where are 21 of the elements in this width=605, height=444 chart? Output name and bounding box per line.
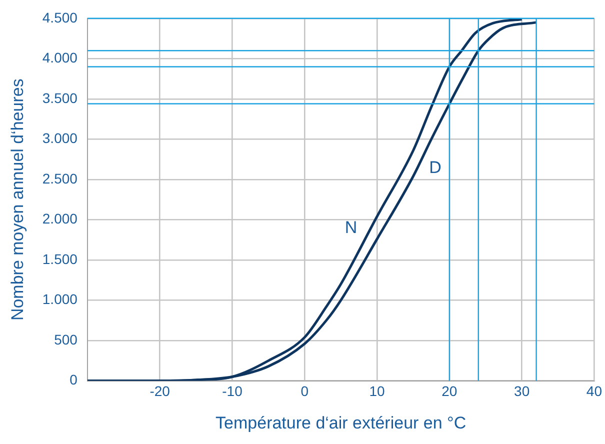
y-tick-label: 500 (54, 331, 78, 348)
x-tick-label: -10 (222, 383, 243, 400)
x-tick-label: 20 (442, 383, 458, 400)
y-tick-label: 1.000 (42, 291, 78, 308)
y-tick-label: 4.500 (42, 9, 78, 26)
x-tick-label: 10 (369, 383, 386, 400)
x-axis-title: Température d‘air extérieur en °C (216, 413, 466, 432)
y-tick-label: 3.500 (42, 90, 78, 106)
y-tick-label: 4.000 (42, 50, 78, 66)
x-tick-label: 40 (586, 383, 602, 400)
series-label: D (429, 158, 442, 177)
y-tick-label: 0 (70, 372, 78, 388)
y-tick-label: 2.500 (42, 170, 78, 186)
x-tick-label: -20 (150, 383, 170, 400)
y-axis-title: Nombre moyen annuel d‘heures (8, 78, 27, 321)
y-tick-label: 3.000 (42, 130, 78, 146)
y-tick-label: 2.000 (42, 210, 78, 227)
y-tick-label: 1.500 (42, 250, 78, 267)
series-label: N (344, 218, 358, 238)
x-tick-label: 30 (514, 383, 530, 400)
x-tick-label: 0 (300, 383, 309, 400)
